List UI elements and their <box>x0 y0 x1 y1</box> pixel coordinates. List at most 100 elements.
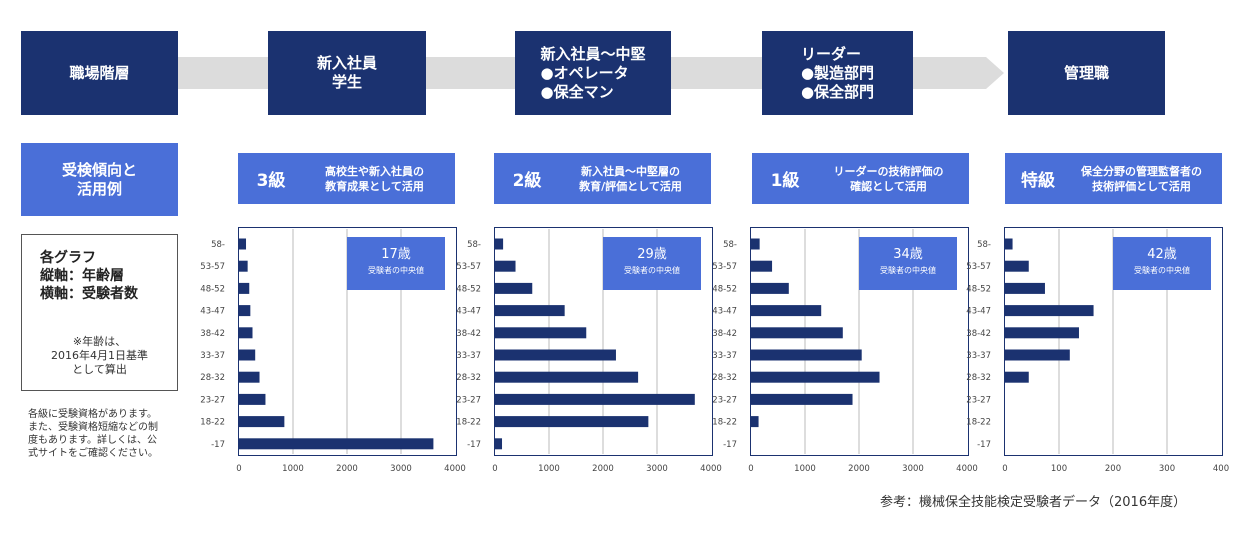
median-label: 受験者の中央値 <box>624 266 680 275</box>
tier-line: 新入社員 <box>316 54 377 72</box>
y-category-label: 28-32 <box>200 373 225 383</box>
median-age-box: 34歳受験者の中央値 <box>859 237 957 290</box>
bar <box>495 238 504 250</box>
x-tick-label: 4000 <box>444 464 466 474</box>
y-category-label: 43-47 <box>456 307 481 317</box>
tier-line: 新入社員～中堅 <box>540 44 646 63</box>
x-tick-label: 0 <box>748 464 753 474</box>
tier-newcomer: 新入社員 学生 <box>268 31 426 115</box>
tier-leader: リーダー ●製造部門 ●保全部門 <box>762 31 913 115</box>
bar <box>751 260 773 272</box>
y-category-label: 28-32 <box>966 373 991 383</box>
y-category-label: -17 <box>467 440 481 450</box>
median-age-box: 17歳 受験者の中央値 <box>347 237 445 290</box>
y-category-label: 48-52 <box>456 284 481 294</box>
grade-label: 2級 <box>512 171 542 191</box>
median-age: 34歳 <box>893 247 923 262</box>
bar <box>495 438 503 450</box>
x-tick-label: 2000 <box>848 464 870 474</box>
median-age-box: 29歳 受験者の中央値 <box>603 237 701 290</box>
grade-box-3: 3級 高校生や新入社員の 教育成果として活用 <box>238 153 455 204</box>
source-note: 参考：機械保全技能検定受験者データ（2016年度） <box>880 495 1187 510</box>
y-category-label: 18-22 <box>712 418 737 428</box>
bar <box>751 393 853 405</box>
tier-line: ●製造部門 <box>800 63 875 82</box>
x-tick-label: 0 <box>1002 464 1007 474</box>
median-age-box: 42歳受験者の中央値 <box>1113 237 1211 290</box>
eligibility-note-line: また、受験資格短縮などの制 <box>28 422 158 433</box>
x-tick-label: 1000 <box>794 464 816 474</box>
tier-line: リーダー <box>800 44 861 63</box>
y-category-label: 58- <box>723 240 737 250</box>
grade-box-special: 特級 保全分野の管理監督者の 技術評価として活用 <box>1005 153 1222 204</box>
grade-desc: 教育/評価として活用 <box>579 179 682 193</box>
y-category-label: 28-32 <box>712 373 737 383</box>
x-tick-label: 200 <box>1105 464 1121 474</box>
bar-chart-grade-2: 0 1000 2000 3000 4000 58- 53-57 48-52 43-47 38-42… <box>456 229 722 474</box>
career-level-header: 職場階層 <box>21 31 178 115</box>
bar <box>751 371 880 383</box>
tier-line: ●保全マン <box>540 82 614 101</box>
y-category-label: 23-27 <box>966 395 991 405</box>
tier-manager: 管理職 <box>1008 31 1165 115</box>
grade-desc: 確認として活用 <box>850 179 927 193</box>
tier-line: ●保全部門 <box>800 82 875 101</box>
y-category-label: 43-47 <box>966 307 991 317</box>
y-category-label: -17 <box>977 440 991 450</box>
bar <box>239 438 434 450</box>
grade-desc: リーダーの技術評価の <box>833 164 944 178</box>
bar <box>239 416 285 428</box>
bar <box>495 371 639 383</box>
x-tick-label: 0 <box>236 464 241 474</box>
y-category-label: 33-37 <box>966 351 991 361</box>
bar <box>495 349 616 361</box>
median-label: 受験者の中央値 <box>880 266 936 275</box>
note-title-line: 縦軸：年齢層 <box>40 268 124 284</box>
x-tick-label: 3000 <box>390 464 412 474</box>
y-category-label: 38-42 <box>456 329 481 339</box>
x-tick-label: 1000 <box>538 464 560 474</box>
y-category-label: 18-22 <box>966 418 991 428</box>
x-tick-label: 3000 <box>646 464 668 474</box>
bar <box>239 393 266 405</box>
usage-header: 受検傾向と 活用例 <box>21 143 178 216</box>
y-category-label: 48-52 <box>200 284 225 294</box>
eligibility-note-line: 式サイトをご確認ください。 <box>28 448 158 459</box>
bar <box>239 371 260 383</box>
y-category-label: 43-47 <box>712 307 737 317</box>
note-title-line: 横軸：受験者数 <box>40 286 138 302</box>
age-note-line: として算出 <box>72 363 127 376</box>
y-category-label: 43-47 <box>200 307 225 317</box>
x-tick-label: 2000 <box>592 464 614 474</box>
x-tick-label: 1000 <box>282 464 304 474</box>
x-tick-label: 300 <box>1159 464 1175 474</box>
bar <box>495 327 587 339</box>
y-category-label: 38-42 <box>200 329 225 339</box>
grade-desc: 高校生や新入社員の <box>325 164 424 178</box>
bar <box>1005 327 1079 339</box>
median-age: 42歳 <box>1147 247 1177 262</box>
bar <box>751 349 862 361</box>
note-title-line: 各グラフ <box>40 250 96 266</box>
x-tick-label: 100 <box>1051 464 1067 474</box>
median-label: 受験者の中央値 <box>1134 266 1190 275</box>
bar <box>751 305 822 317</box>
bar <box>1005 238 1013 250</box>
bar-chart-grade-3: 0 1000 2000 3000 4000 58- 53-57 48-52 43-47 38-42… <box>200 229 466 474</box>
grade-label: 3級 <box>256 171 286 191</box>
graph-legend-note: 各グラフ 縦軸：年齢層 横軸：受験者数 ※年齢は、 2016年4月1日基準 とし… <box>21 234 178 391</box>
x-tick-label: 400 <box>1213 464 1229 474</box>
y-category-label: 53-57 <box>200 262 225 272</box>
y-category-label: 58- <box>211 240 225 250</box>
bar <box>1005 371 1029 383</box>
bar <box>495 416 649 428</box>
x-tick-label: 4000 <box>956 464 978 474</box>
bar <box>239 260 248 272</box>
bar <box>495 260 516 272</box>
bar <box>751 327 843 339</box>
bar <box>751 238 760 250</box>
y-category-label: 23-27 <box>456 395 481 405</box>
y-category-label: -17 <box>723 440 737 450</box>
y-category-label: 58- <box>467 240 481 250</box>
bar <box>1005 282 1045 294</box>
